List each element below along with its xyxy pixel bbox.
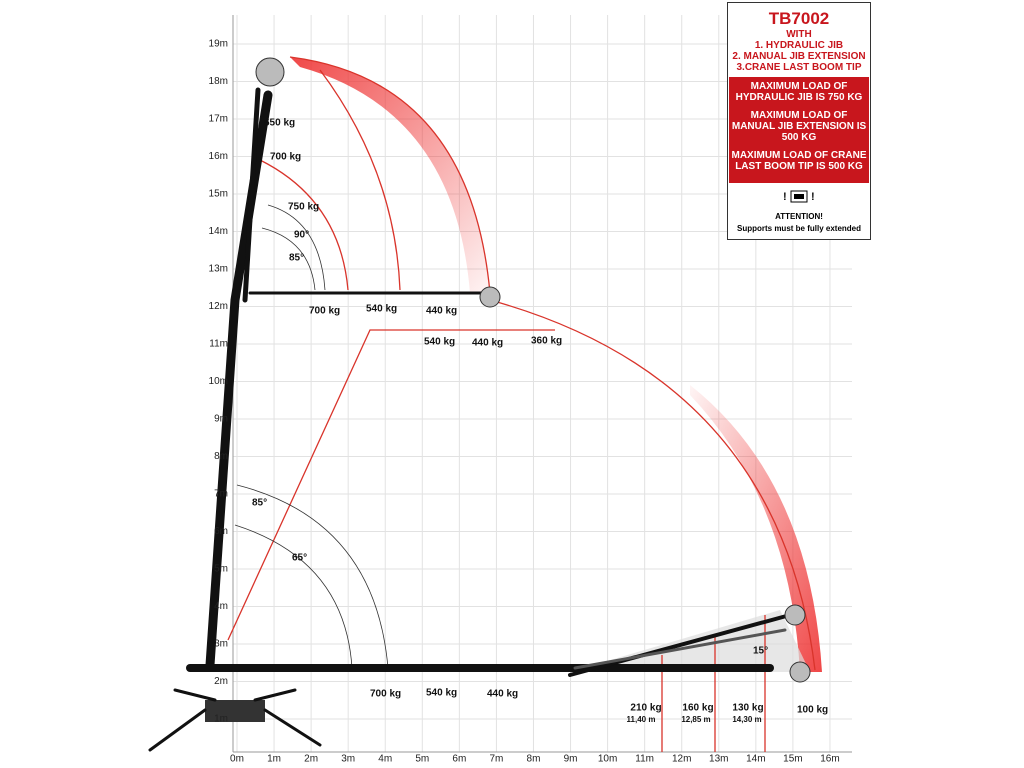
load-label: 650 kg — [264, 118, 295, 129]
reach-label: 12,85 m — [681, 715, 710, 724]
y-axis-label: 8m — [214, 451, 228, 462]
load-label: 15° — [753, 646, 768, 657]
y-axis-label: 12m — [209, 301, 228, 312]
attention: ATTENTION! — [775, 212, 823, 221]
box-note: MAXIMUM LOAD OF CRANE LAST BOOM TIP IS 5… — [731, 150, 867, 172]
x-axis-label: 9m — [564, 754, 578, 765]
reach-label: 14,30 m — [732, 715, 761, 724]
load-label: 130 kg — [732, 703, 763, 714]
y-axis-label: 13m — [209, 264, 228, 275]
y-axis-label: 1m — [214, 714, 228, 725]
red-lines — [227, 56, 816, 752]
box-line: WITH — [786, 29, 812, 40]
load-label: 750 kg — [288, 202, 319, 213]
box-notes: MAXIMUM LOAD OF HYDRAULIC JIB IS 750 KG … — [729, 77, 869, 183]
load-label: 100 kg — [797, 705, 828, 716]
load-label: 160 kg — [682, 703, 713, 714]
x-axis-label: 0m — [230, 754, 244, 765]
y-axis-label: 5m — [214, 564, 228, 575]
box-title: TB7002 — [768, 9, 830, 28]
load-label: 440 kg — [426, 306, 457, 317]
box-line: 2. MANUAL JIB EXTENSION — [732, 51, 866, 62]
box-note: MAXIMUM LOAD OF MANUAL JIB EXTENSION IS … — [731, 110, 867, 143]
y-axis-label: 15m — [209, 189, 228, 200]
load-label: 440 kg — [487, 689, 518, 700]
y-axis-label: 6m — [214, 526, 228, 537]
jib-reach-zone — [290, 57, 490, 293]
load-label: 540 kg — [426, 688, 457, 699]
box-note: MAXIMUM LOAD OF HYDRAULIC JIB IS 750 KG — [735, 81, 863, 103]
load-label: 700 kg — [309, 306, 340, 317]
x-axis-label: 15m — [783, 754, 802, 765]
warning-icon: !! — [783, 190, 815, 203]
x-axis-label: 4m — [378, 754, 392, 765]
boom-reach-zone — [690, 385, 822, 672]
y-axis-label: 16m — [209, 151, 228, 162]
x-axis-label: 6m — [452, 754, 466, 765]
angle-arcs — [234, 204, 389, 669]
x-axis-label: 11m — [635, 754, 654, 765]
y-axis-label: 3m — [214, 639, 228, 650]
y-axis-label: 18m — [209, 76, 228, 87]
x-axis-label: 8m — [527, 754, 541, 765]
crane — [148, 57, 811, 752]
x-axis-label: 14m — [746, 754, 765, 765]
y-axis-label: 7m — [214, 489, 228, 500]
info-box: TB7002 WITH 1. HYDRAULIC JIB 2. MANUAL J… — [727, 2, 871, 240]
load-label: 360 kg — [531, 336, 562, 347]
box-line: 3.CRANE LAST BOOM TIP — [736, 62, 862, 73]
warning: Supports must be fully extended — [736, 224, 861, 233]
svg-text:!: ! — [783, 191, 787, 203]
load-label: 210 kg — [630, 703, 661, 714]
x-axis-label: 12m — [672, 754, 691, 765]
load-label: 540 kg — [424, 337, 455, 348]
y-axis-label: 4m — [214, 601, 228, 612]
load-label: 90° — [294, 230, 309, 241]
reach-label: 11,40 m — [627, 715, 656, 724]
y-axis-label: 9m — [214, 414, 228, 425]
load-label: 85° — [252, 498, 267, 509]
x-axis-label: 1m — [267, 754, 281, 765]
load-label: 700 kg — [370, 689, 401, 700]
svg-text:!: ! — [811, 191, 815, 203]
box-line: 1. HYDRAULIC JIB — [754, 40, 844, 51]
y-axis-label: 17m — [209, 114, 228, 125]
labels: 0m 1m 2m 3m 4m 5m 6m 7m 8m 9m 10m 11m 12m 13m 14m 15m 16… — [209, 39, 840, 765]
load-label: 540 kg — [366, 304, 397, 315]
load-label: 700 kg — [270, 152, 301, 163]
y-axis-label: 19m — [209, 39, 228, 50]
x-axis-label: 2m — [304, 754, 318, 765]
load-label: 65° — [292, 553, 307, 564]
load-label: 440 kg — [472, 338, 503, 349]
x-axis-label: 13m — [709, 754, 728, 765]
y-axis-label: 14m — [209, 226, 228, 237]
y-axis-label: 10m — [209, 376, 228, 387]
x-axis-label: 7m — [489, 754, 503, 765]
x-axis-label: 5m — [415, 754, 429, 765]
x-axis-label: 16m — [820, 754, 839, 765]
y-axis-label: 2m — [214, 676, 228, 687]
x-axis-label: 3m — [341, 754, 355, 765]
y-axis-label: 11m — [209, 339, 228, 350]
load-label: 85° — [289, 253, 304, 264]
x-axis-label: 10m — [598, 754, 617, 765]
